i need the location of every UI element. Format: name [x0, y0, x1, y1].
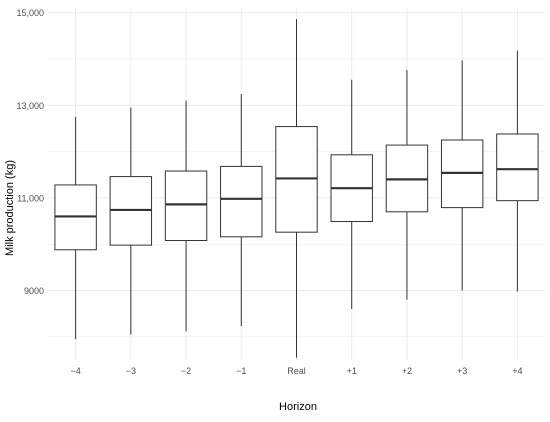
x-tick-label: +3	[457, 366, 467, 376]
y-tick-label: 15,000	[16, 8, 44, 18]
tick-labels: 9000 11,000 13,000 15,000 −4 −3 −2 −1 Real +1 +2 +3…	[16, 8, 522, 376]
x-tick-label: +2	[402, 366, 412, 376]
box-body	[220, 165, 263, 238]
x-tick-label: +1	[347, 366, 357, 376]
x-tick-label: −2	[181, 366, 191, 376]
box-3	[164, 100, 208, 332]
box-5	[275, 19, 318, 358]
x-tick-label: −4	[70, 366, 80, 376]
box-body	[496, 133, 539, 202]
box-2	[109, 107, 153, 335]
x-tick-label: −3	[126, 366, 136, 376]
box-8	[440, 60, 484, 291]
y-tick-label: 9000	[24, 286, 44, 296]
x-tick-label: +4	[512, 366, 522, 376]
x-tick-label: −1	[236, 366, 246, 376]
box-4	[220, 94, 263, 327]
y-tick-label: 13,000	[16, 101, 44, 111]
y-axis-label: Milk production (kg)	[4, 160, 16, 256]
box-1	[54, 116, 97, 340]
box-7	[385, 70, 429, 300]
boxes	[54, 19, 539, 358]
y-tick-label: 11,000	[17, 193, 44, 203]
box-6	[330, 79, 373, 310]
x-tick-label: Real	[287, 366, 306, 376]
box-9	[496, 50, 539, 292]
box-body	[164, 170, 208, 242]
x-axis-label: Horizon	[279, 401, 317, 413]
